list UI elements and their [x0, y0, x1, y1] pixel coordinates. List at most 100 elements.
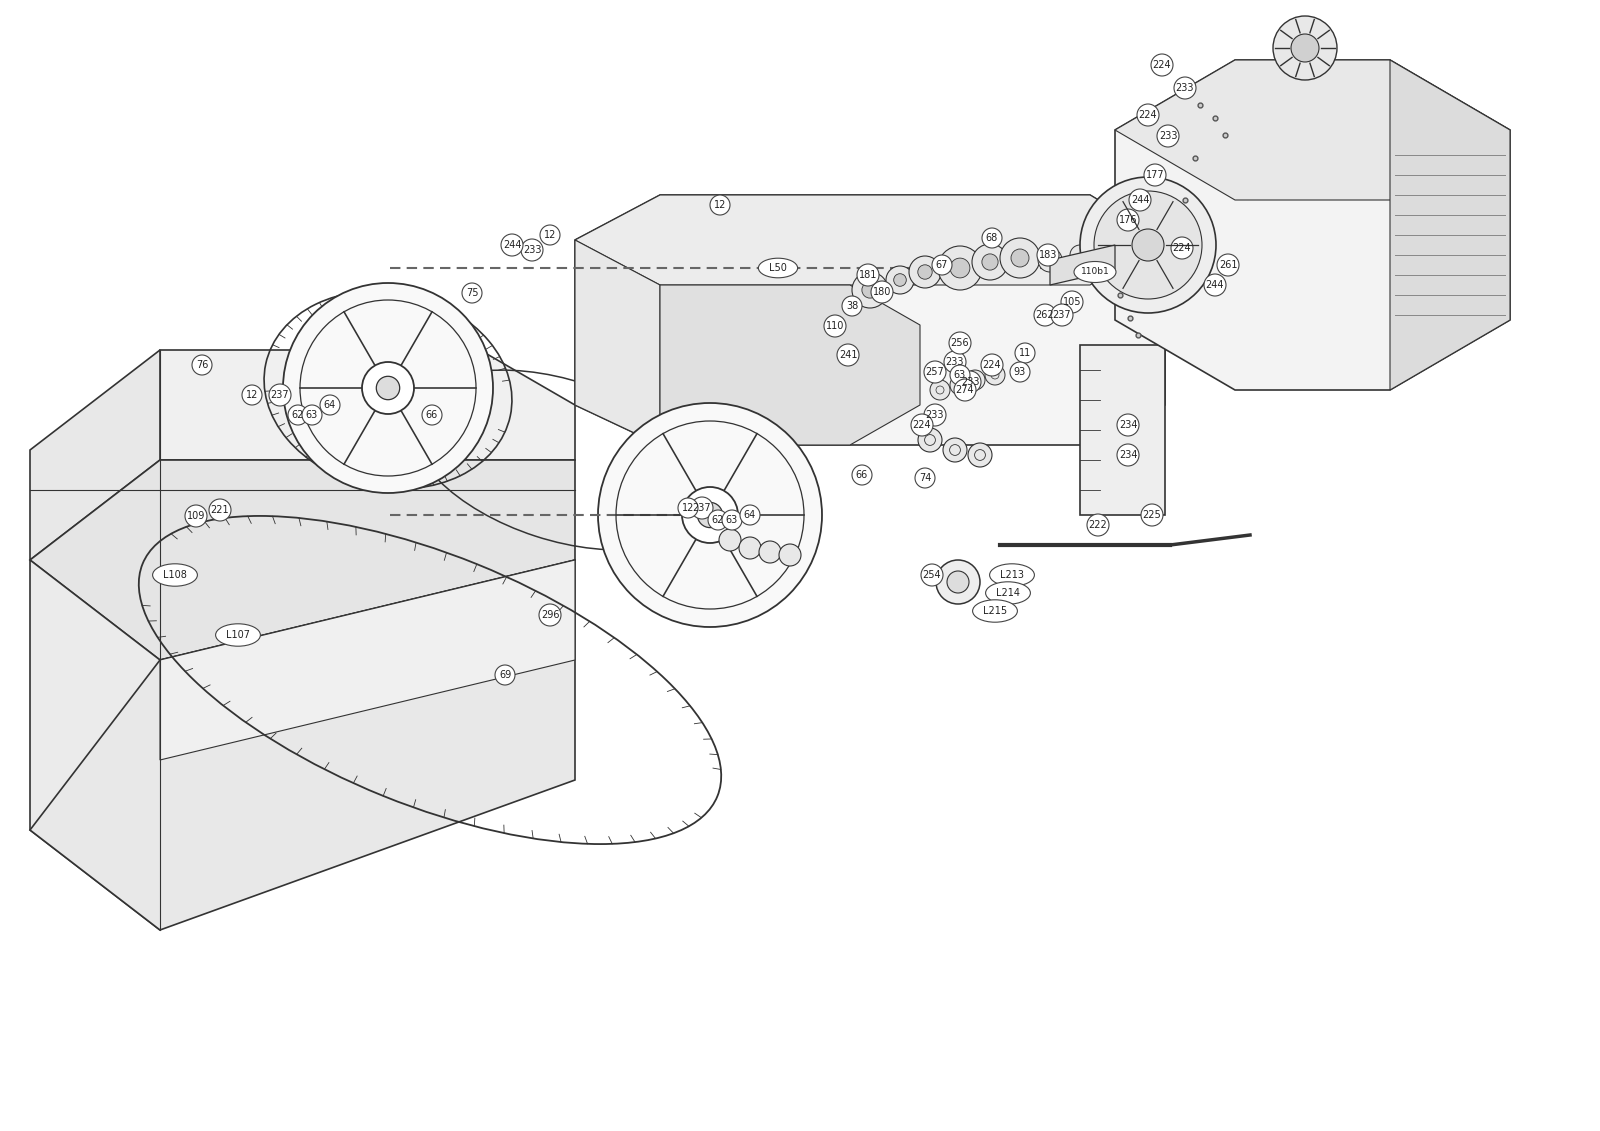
Polygon shape: [160, 349, 574, 460]
Polygon shape: [30, 349, 160, 560]
Text: 63: 63: [306, 411, 318, 420]
Text: 241: 241: [838, 349, 858, 360]
Circle shape: [691, 497, 714, 519]
Circle shape: [918, 265, 933, 279]
Circle shape: [981, 354, 1003, 375]
Text: 233: 233: [946, 357, 965, 366]
Text: 234: 234: [1118, 450, 1138, 460]
Text: 181: 181: [859, 270, 877, 280]
Ellipse shape: [216, 624, 261, 646]
Text: 254: 254: [923, 570, 941, 580]
Polygon shape: [574, 195, 1165, 285]
Polygon shape: [1050, 245, 1115, 285]
Text: 296: 296: [541, 610, 560, 620]
Circle shape: [1094, 191, 1202, 299]
Circle shape: [824, 316, 846, 337]
Polygon shape: [1390, 60, 1510, 390]
Ellipse shape: [989, 563, 1035, 586]
Circle shape: [1038, 248, 1062, 271]
Circle shape: [942, 438, 966, 461]
Text: L108: L108: [163, 570, 187, 580]
Circle shape: [851, 465, 872, 485]
Polygon shape: [1115, 60, 1510, 200]
Circle shape: [362, 362, 414, 414]
Circle shape: [242, 385, 262, 405]
Circle shape: [186, 506, 206, 527]
Text: 230: 230: [1296, 37, 1314, 48]
Circle shape: [320, 395, 339, 415]
Circle shape: [837, 344, 859, 366]
Circle shape: [210, 499, 230, 521]
Circle shape: [678, 498, 698, 518]
Circle shape: [598, 403, 822, 627]
Text: 64: 64: [323, 400, 336, 411]
Text: 237: 237: [693, 503, 712, 513]
Polygon shape: [160, 560, 574, 760]
Circle shape: [1086, 513, 1109, 536]
Text: 68: 68: [986, 233, 998, 243]
Polygon shape: [30, 460, 574, 661]
Circle shape: [918, 428, 942, 452]
Circle shape: [1037, 244, 1059, 266]
Text: 224: 224: [982, 360, 1002, 370]
Circle shape: [870, 280, 893, 303]
Circle shape: [950, 375, 970, 395]
Circle shape: [1034, 304, 1056, 326]
Text: 233: 233: [926, 411, 944, 420]
Text: 244: 244: [1206, 280, 1224, 290]
Circle shape: [1117, 444, 1139, 466]
Circle shape: [707, 510, 728, 530]
Circle shape: [1010, 362, 1030, 382]
Circle shape: [302, 405, 322, 425]
Text: 12: 12: [714, 200, 726, 210]
Circle shape: [938, 247, 982, 290]
Circle shape: [986, 365, 1005, 385]
Text: 12: 12: [682, 503, 694, 513]
Circle shape: [894, 274, 906, 286]
Circle shape: [931, 254, 952, 275]
Circle shape: [930, 380, 950, 400]
Circle shape: [1000, 238, 1040, 278]
Circle shape: [376, 377, 400, 399]
Text: 75: 75: [466, 288, 478, 297]
Text: 66: 66: [426, 411, 438, 420]
Text: L213: L213: [1000, 570, 1024, 580]
Ellipse shape: [152, 563, 197, 586]
Text: 62: 62: [291, 411, 304, 420]
Text: 234: 234: [1118, 420, 1138, 430]
Circle shape: [915, 468, 934, 487]
Text: 224: 224: [1173, 243, 1192, 253]
Text: 110: 110: [826, 321, 845, 331]
Text: 176: 176: [1118, 215, 1138, 225]
Circle shape: [862, 282, 878, 299]
Polygon shape: [574, 240, 661, 444]
Circle shape: [973, 244, 1008, 280]
Text: 262: 262: [1035, 310, 1054, 320]
Circle shape: [739, 537, 762, 559]
Circle shape: [1218, 254, 1238, 276]
Text: 66: 66: [856, 470, 869, 480]
Ellipse shape: [758, 258, 797, 278]
Circle shape: [758, 541, 781, 563]
Text: 74: 74: [918, 473, 931, 483]
Circle shape: [501, 234, 523, 256]
Text: 233: 233: [523, 245, 541, 254]
Circle shape: [718, 529, 741, 551]
Circle shape: [283, 283, 493, 493]
Text: 233: 233: [1176, 83, 1194, 93]
Circle shape: [925, 361, 946, 383]
Circle shape: [936, 560, 979, 604]
Circle shape: [1117, 209, 1139, 231]
Circle shape: [1205, 274, 1226, 296]
Polygon shape: [1080, 345, 1165, 515]
Text: 67: 67: [936, 260, 949, 270]
Polygon shape: [30, 560, 160, 930]
Circle shape: [462, 283, 482, 303]
Circle shape: [851, 271, 888, 308]
Circle shape: [1144, 164, 1166, 185]
Text: 64: 64: [744, 510, 757, 520]
Polygon shape: [661, 285, 920, 444]
Circle shape: [616, 421, 805, 608]
Circle shape: [1141, 504, 1163, 526]
Text: 63: 63: [726, 515, 738, 525]
